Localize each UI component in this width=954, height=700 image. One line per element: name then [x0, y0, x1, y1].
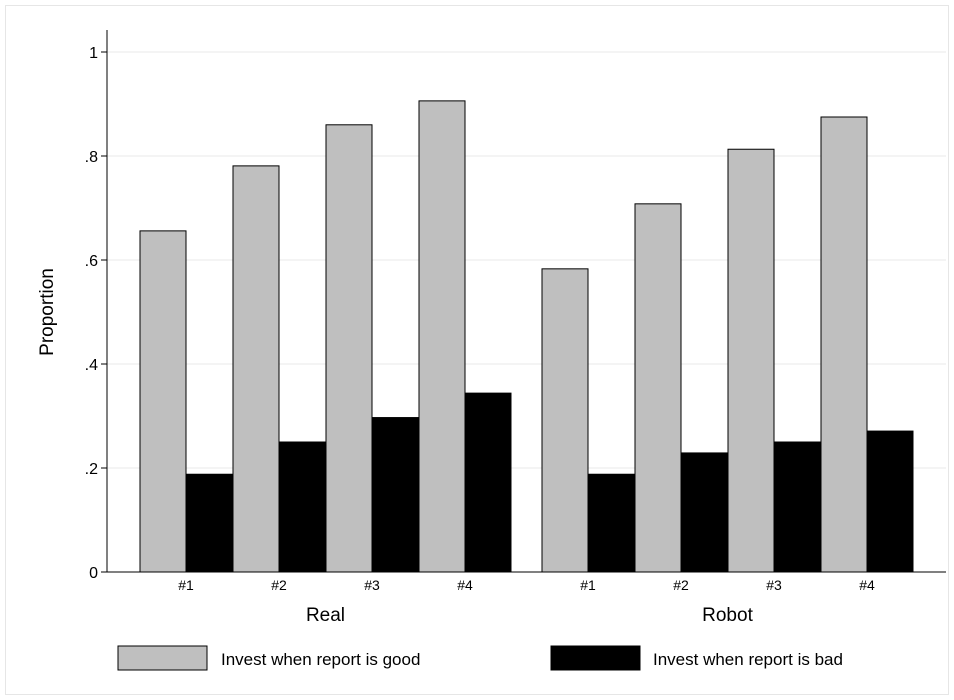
bars [139, 100, 914, 573]
axes [106, 30, 946, 573]
bar [820, 116, 868, 573]
x-category-label: #4 [859, 577, 875, 593]
bar [541, 268, 589, 573]
y-tick-label: 1 [89, 45, 98, 62]
x-category-label: #1 [178, 577, 194, 593]
x-group-labels: Real Robot [306, 605, 754, 626]
x-category-labels: #1 #2 #3 #4 #1 #2 #3 #4 [178, 577, 875, 593]
legend: Invest when report is good Invest when re… [117, 645, 843, 671]
x-category-label: #4 [457, 577, 473, 593]
bar [371, 417, 419, 573]
bar [278, 441, 326, 573]
legend-label: Invest when report is good [221, 650, 420, 669]
legend-label: Invest when report is bad [653, 650, 843, 669]
bar [139, 230, 187, 573]
y-axis-title: Proportion [37, 268, 58, 356]
bar [464, 392, 512, 573]
bar [866, 430, 914, 573]
x-category-label: #2 [673, 577, 689, 593]
y-tick-label: .6 [85, 253, 98, 270]
bar [232, 165, 280, 573]
x-category-label: #3 [364, 577, 380, 593]
y-tick-label: 0 [89, 565, 98, 582]
bar [773, 441, 821, 573]
y-tick-label: .8 [85, 149, 98, 166]
x-category-label: #3 [766, 577, 782, 593]
bar [418, 100, 466, 573]
bar [587, 473, 635, 573]
bar [634, 203, 682, 573]
y-tick-label: .2 [85, 461, 98, 478]
bar [680, 452, 728, 573]
legend-swatch [117, 645, 208, 671]
x-group-label: Real [306, 605, 345, 626]
bar [185, 473, 233, 573]
legend-swatch [550, 645, 641, 671]
x-category-label: #2 [271, 577, 287, 593]
x-group-label: Robot [702, 605, 753, 626]
y-ticks: 0 .2 .4 .6 .8 1 [85, 45, 107, 582]
y-tick-label: .4 [85, 357, 98, 374]
x-category-label: #1 [580, 577, 596, 593]
bar [727, 148, 775, 573]
bar [325, 124, 373, 573]
